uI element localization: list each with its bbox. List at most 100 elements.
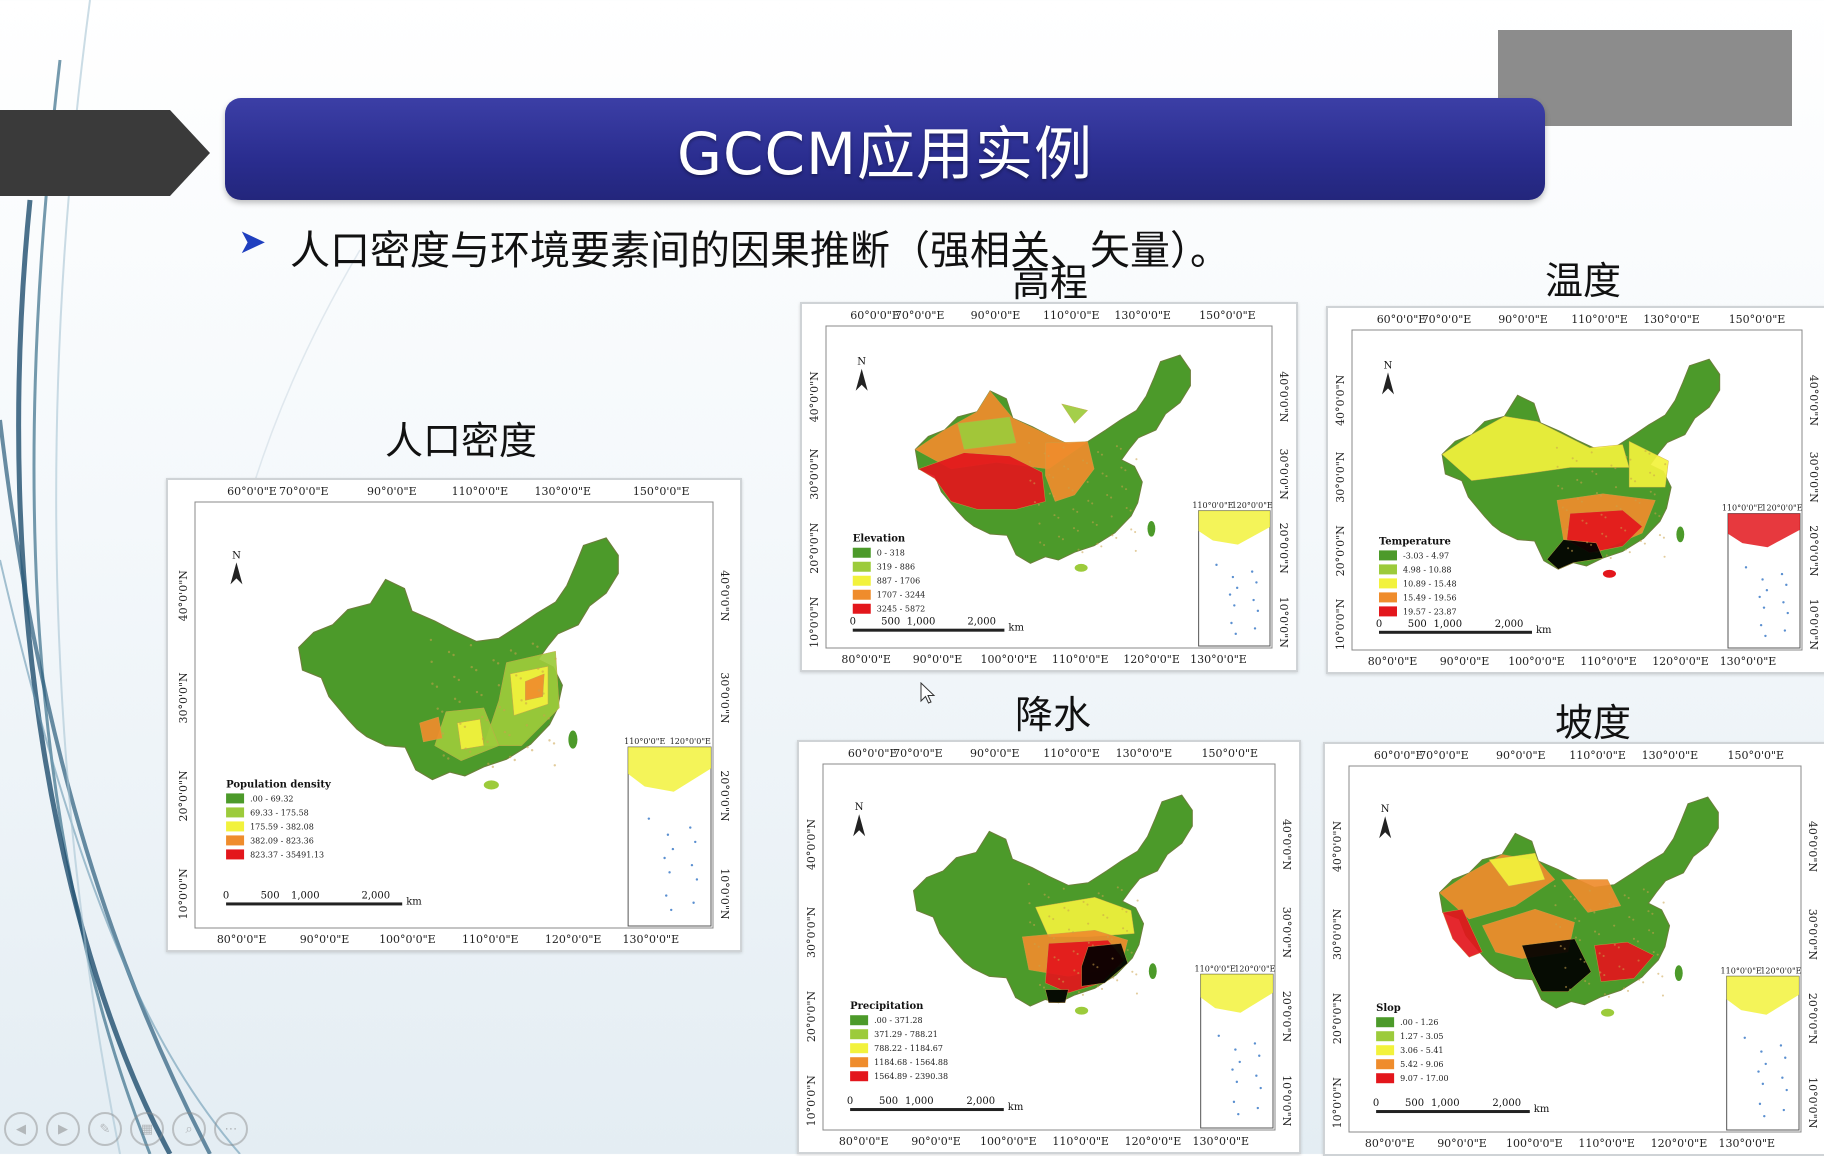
zoom-button[interactable]: ⌕ bbox=[172, 1112, 206, 1146]
county-dot bbox=[1037, 945, 1040, 948]
lat-right-label: 10°0'0"N bbox=[718, 868, 731, 920]
arrow-tab-decoration bbox=[0, 110, 210, 196]
lat-right-label: 20°0'0"N bbox=[1807, 525, 1820, 577]
lon-bottom-label: 80°0'0"E bbox=[1368, 655, 1418, 668]
county-dot bbox=[1028, 441, 1031, 444]
next-slide-button[interactable]: ▶ bbox=[46, 1112, 80, 1146]
china-map-precipitation bbox=[912, 794, 1193, 1015]
inset-island bbox=[1237, 1112, 1240, 1116]
lon-bottom-label: 130°0'0"E bbox=[1192, 1135, 1249, 1148]
inset-island bbox=[663, 856, 666, 860]
pen-tool-button[interactable]: ✎ bbox=[88, 1112, 122, 1146]
county-dot bbox=[1028, 902, 1031, 905]
legend-item: 1707 - 3244 bbox=[877, 591, 926, 600]
lat-right-label: 20°0'0"N bbox=[1280, 991, 1293, 1043]
county-dot bbox=[1043, 544, 1046, 547]
legend-item: 0 - 318 bbox=[877, 549, 905, 558]
county-dot bbox=[492, 659, 495, 662]
county-dot bbox=[1091, 521, 1094, 524]
county-dot bbox=[1029, 921, 1032, 924]
north-arrow-icon bbox=[853, 814, 866, 837]
lat-left-label: 10°0'0"N bbox=[1331, 1077, 1344, 1129]
legend-item: 9.07 - 17.00 bbox=[1400, 1074, 1449, 1083]
map-svg-population: 60°0'0"E 70°0'0"E 90°0'0"E 110°0'0"E 130°0'0… bbox=[177, 485, 731, 946]
lon-top-label: 130°0'0"E bbox=[1116, 747, 1173, 760]
taiwan-island bbox=[1676, 526, 1685, 543]
inset-island bbox=[1762, 606, 1766, 609]
inset-island bbox=[1234, 632, 1237, 636]
county-dot bbox=[1554, 904, 1557, 907]
map-region bbox=[1488, 852, 1546, 887]
county-dot bbox=[1623, 987, 1626, 990]
inset-island bbox=[1785, 583, 1788, 587]
county-dot bbox=[1072, 508, 1075, 511]
county-dot bbox=[1062, 446, 1065, 449]
hainan-island bbox=[1074, 563, 1088, 572]
lon-top-label: 60°0'0"E bbox=[1377, 313, 1427, 326]
prev-slide-button[interactable]: ◀ bbox=[4, 1112, 38, 1146]
inset-island bbox=[1235, 586, 1239, 590]
county-dot bbox=[1067, 486, 1070, 489]
legend-swatch bbox=[226, 807, 245, 818]
county-dot bbox=[453, 675, 456, 679]
lat-right-label: 20°0'0"N bbox=[1806, 993, 1819, 1045]
lat-left-label: 30°0'0"N bbox=[1334, 451, 1347, 503]
legend-item: 175.59 - 382.08 bbox=[250, 822, 314, 831]
county-dot bbox=[1553, 885, 1556, 888]
county-dot bbox=[1643, 542, 1646, 545]
county-dot bbox=[1559, 925, 1562, 929]
scale-label: 500 bbox=[261, 890, 280, 901]
county-dot bbox=[1134, 531, 1137, 534]
inset-island bbox=[1256, 609, 1260, 613]
county-dot bbox=[1097, 985, 1100, 988]
map-temperature: 60°0'0"E 70°0'0"E 90°0'0"E 110°0'0"E 130°0'0… bbox=[1326, 306, 1824, 674]
county-dot bbox=[502, 708, 506, 712]
lat-left-label: 10°0'0"N bbox=[177, 868, 190, 920]
inset-island bbox=[1231, 1068, 1234, 1071]
bullet-text: 人口密度与环境要素间的因果推断（强相关、矢量）。 bbox=[290, 228, 1230, 274]
county-dot bbox=[1656, 953, 1659, 956]
county-dot bbox=[1638, 501, 1641, 504]
inset-island bbox=[1232, 1100, 1236, 1104]
scale-label: 2,000 bbox=[967, 617, 996, 628]
inset-island bbox=[1764, 1062, 1767, 1066]
lon-top-label: 60°0'0"E bbox=[850, 309, 900, 322]
county-dot bbox=[519, 677, 523, 680]
county-dot bbox=[436, 707, 439, 710]
inset-island bbox=[1215, 563, 1218, 567]
county-dot bbox=[553, 764, 557, 767]
lon-bottom-label: 130°0'0"E bbox=[1720, 655, 1777, 668]
county-dot bbox=[1028, 460, 1031, 463]
county-dot bbox=[1073, 969, 1076, 972]
county-dot bbox=[1585, 522, 1588, 525]
lat-right-label: 20°0'0"N bbox=[718, 770, 731, 822]
lon-bottom-label: 110°0'0"E bbox=[1578, 1137, 1635, 1150]
lon-top-label: 110°0'0"E bbox=[452, 485, 509, 498]
county-dot bbox=[1642, 888, 1645, 891]
legend-swatch bbox=[1376, 1073, 1395, 1084]
county-dot bbox=[1634, 499, 1637, 502]
legend-swatch bbox=[852, 561, 871, 572]
scale-unit: km bbox=[1534, 1104, 1550, 1115]
inset-island bbox=[1235, 1080, 1239, 1084]
county-dot bbox=[1591, 470, 1594, 473]
inset-island bbox=[1757, 1070, 1760, 1073]
county-dot bbox=[1599, 971, 1602, 974]
more-options-button[interactable]: ⋯ bbox=[214, 1112, 248, 1146]
north-arrow-icon bbox=[1379, 816, 1392, 839]
county-dot bbox=[1048, 473, 1051, 476]
county-dot bbox=[514, 652, 517, 655]
scale-label: 0 bbox=[850, 617, 856, 628]
map-svg-precipitation: 60°0'0"E70°0'0"E 90°0'0"E 110°0'0"E 130°0'0… bbox=[805, 747, 1293, 1148]
legend-swatch bbox=[850, 1043, 869, 1054]
county-dot bbox=[1110, 515, 1113, 518]
slide-grid-button[interactable]: ▦ bbox=[130, 1112, 164, 1146]
legend-item: .00 - 371.28 bbox=[874, 1016, 923, 1025]
inset-island bbox=[689, 826, 692, 829]
county-dot bbox=[1062, 887, 1065, 890]
legend-item: 69.33 - 175.58 bbox=[250, 808, 309, 817]
county-dot bbox=[541, 670, 544, 673]
lat-right-label: 40°0'0"N bbox=[718, 570, 731, 622]
inset-lon-label: 110°0'0"E bbox=[1722, 504, 1763, 513]
county-dot bbox=[1033, 923, 1036, 927]
